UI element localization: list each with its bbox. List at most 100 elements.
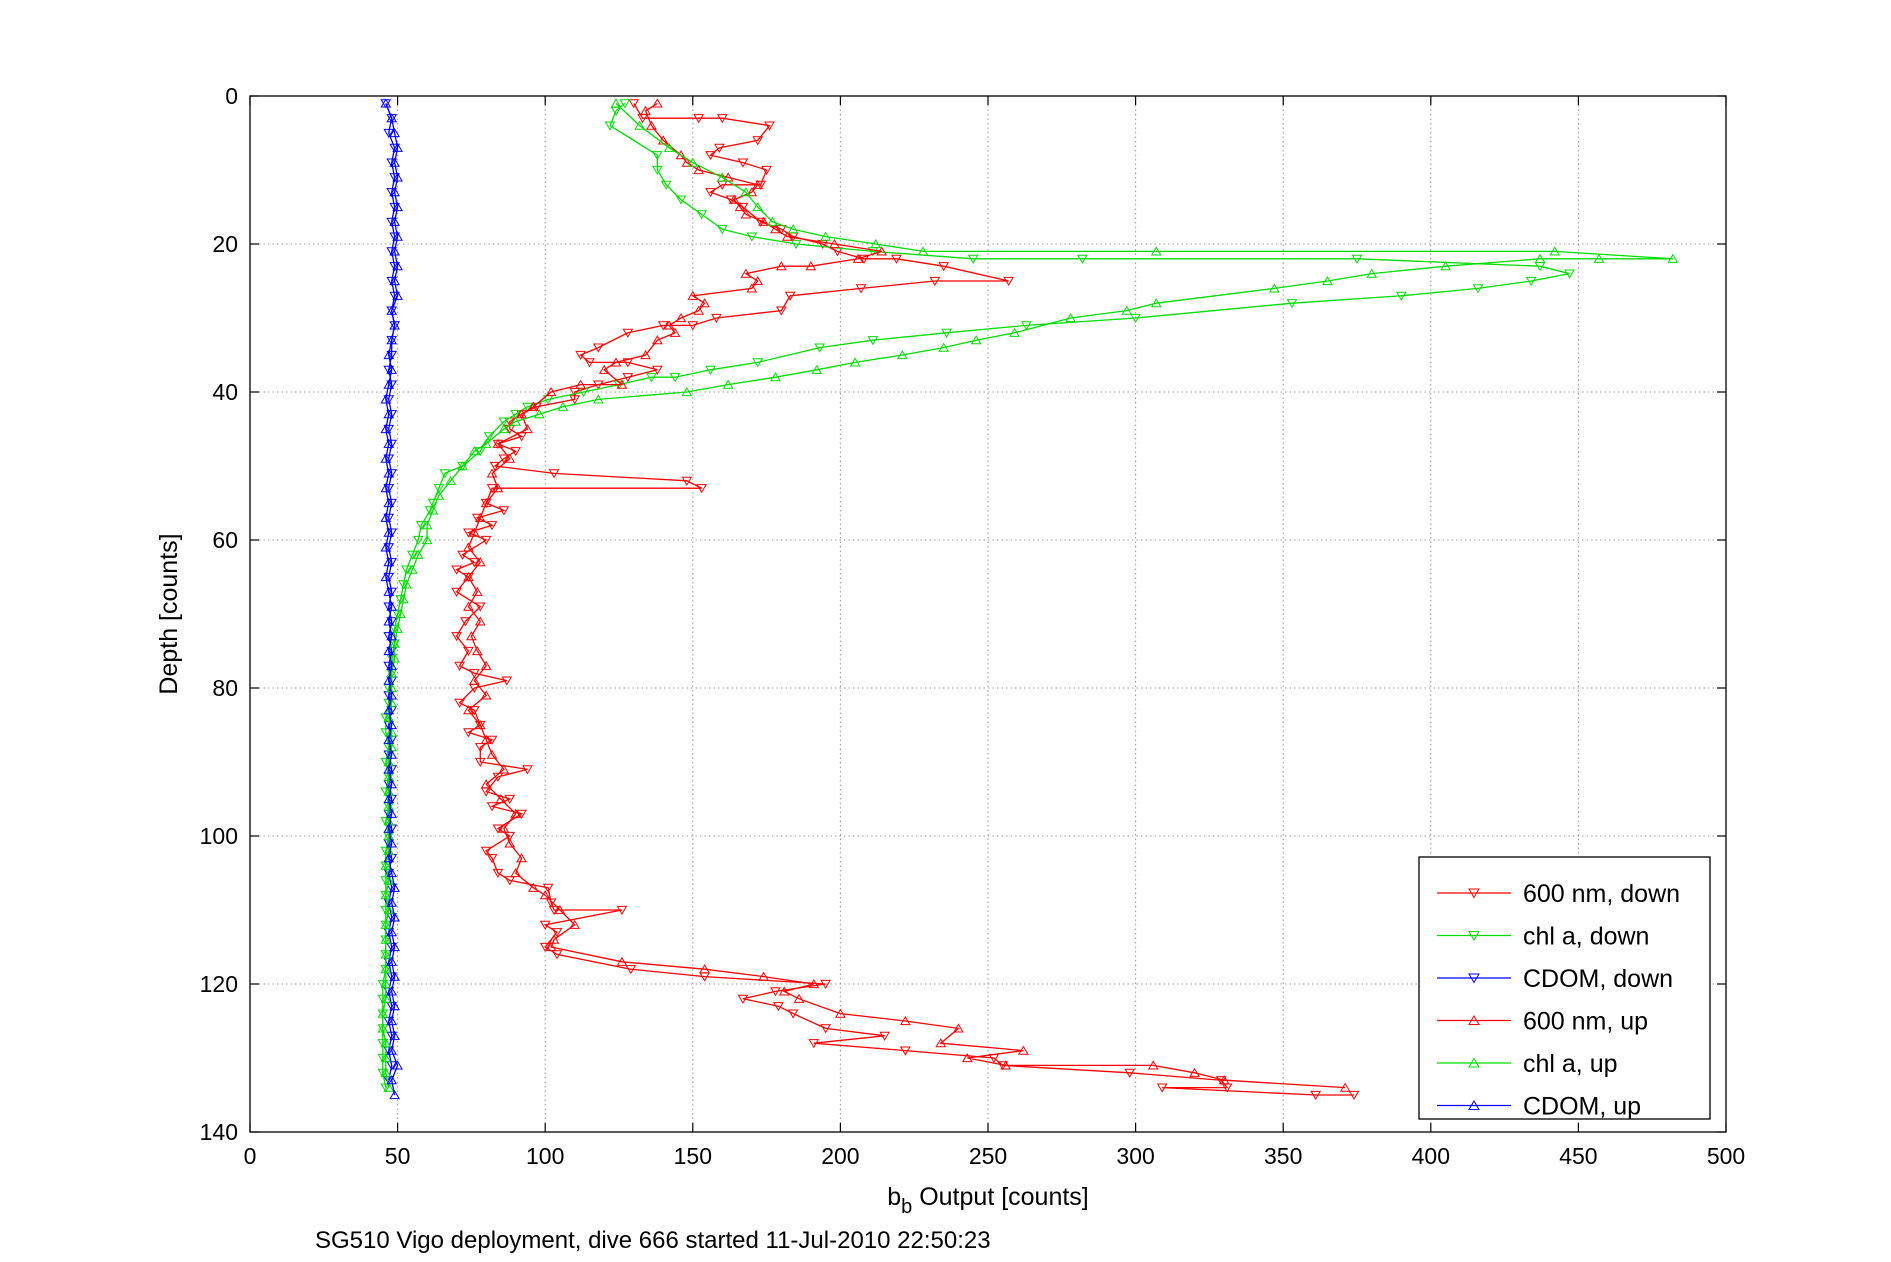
data-point-marker <box>835 1008 846 1018</box>
data-point-marker <box>554 904 566 915</box>
data-point-marker <box>752 358 764 368</box>
data-point-marker <box>386 601 398 611</box>
data-point-marker <box>575 379 586 389</box>
data-point-marker <box>427 505 439 515</box>
data-point-marker <box>628 99 640 109</box>
x-tick-label: 350 <box>1264 1143 1302 1169</box>
data-point-marker <box>386 350 398 361</box>
data-point-marker <box>386 1045 398 1055</box>
y-tick-label: 60 <box>212 527 238 553</box>
data-point-marker <box>820 231 832 241</box>
data-point-marker <box>468 669 480 679</box>
data-point-marker <box>380 978 392 989</box>
data-point-marker <box>389 246 401 256</box>
data-point-marker <box>386 719 398 730</box>
data-point-marker <box>498 454 510 464</box>
data-point-marker <box>849 357 861 367</box>
data-point-marker <box>1147 1060 1159 1070</box>
series-line <box>467 102 1346 1089</box>
data-point-marker <box>480 779 492 789</box>
data-point-marker <box>687 157 699 167</box>
data-point-marker <box>389 971 401 981</box>
data-point-marker <box>652 165 663 176</box>
data-point-marker <box>1268 283 1280 293</box>
data-point-marker <box>770 987 781 997</box>
data-point-marker <box>858 254 870 264</box>
data-point-marker <box>474 757 486 768</box>
data-point-marker <box>474 743 486 753</box>
data-point-marker <box>899 1015 911 1026</box>
data-point-marker <box>386 305 398 315</box>
data-point-marker <box>775 306 787 316</box>
data-point-marker <box>415 521 427 531</box>
data-point-marker <box>498 764 510 774</box>
data-point-marker <box>1286 299 1298 309</box>
data-point-marker <box>522 423 533 434</box>
data-point-marker <box>383 497 395 508</box>
legend: 600 nm, down chl a, down CDOM, down 600 nm,… <box>1418 856 1711 1121</box>
x-tick-label: 50 <box>385 1143 411 1169</box>
data-point-marker <box>681 386 693 397</box>
data-point-marker <box>380 571 392 582</box>
data-point-marker <box>867 336 879 346</box>
data-point-marker <box>398 580 409 590</box>
x-axis-label-subscript: b <box>901 1196 912 1218</box>
data-point-marker <box>640 349 651 360</box>
data-point-marker <box>575 350 586 361</box>
data-point-marker <box>616 905 628 916</box>
series-line <box>382 102 1570 1088</box>
data-point-marker <box>528 882 539 892</box>
data-point-marker <box>1322 275 1333 286</box>
data-point-marker <box>389 1001 401 1011</box>
y-tick-label: 120 <box>200 971 238 997</box>
y-tick-label: 20 <box>212 231 238 257</box>
data-point-marker <box>663 142 675 152</box>
data-point-marker <box>383 801 395 811</box>
data-point-marker <box>386 1075 398 1085</box>
data-point-marker <box>451 632 463 642</box>
data-point-marker <box>557 401 569 411</box>
data-point-marker <box>383 616 395 626</box>
data-point-marker <box>693 164 705 175</box>
data-point-marker <box>386 247 398 257</box>
data-point-marker <box>386 690 398 700</box>
data-point-marker <box>510 808 522 818</box>
data-point-marker <box>383 1016 395 1027</box>
data-point-marker <box>386 335 398 345</box>
data-point-marker <box>1549 246 1561 256</box>
data-point-marker <box>1339 1082 1351 1092</box>
data-point-marker <box>386 727 398 737</box>
data-point-marker <box>380 512 392 522</box>
data-point-marker <box>386 749 398 759</box>
data-point-marker <box>1130 313 1141 324</box>
data-point-marker <box>486 749 498 759</box>
data-point-marker <box>657 321 669 331</box>
data-point-marker <box>383 830 395 841</box>
data-point-marker <box>616 379 628 389</box>
data-point-marker <box>569 387 581 398</box>
data-point-marker <box>377 1068 389 1078</box>
data-point-marker <box>675 195 687 205</box>
data-point-marker <box>463 601 474 611</box>
series-line <box>455 103 1354 1096</box>
data-point-marker <box>752 136 764 146</box>
data-point-marker <box>380 860 392 870</box>
data-point-marker <box>383 527 395 537</box>
data-point-marker <box>510 416 522 426</box>
data-point-marker <box>380 394 392 404</box>
data-point-marker <box>1121 305 1133 315</box>
data-point-marker <box>548 469 560 479</box>
y-tick-label: 80 <box>212 675 238 701</box>
legend-swatch-marker <box>1468 973 1480 984</box>
data-point-marker <box>383 438 395 448</box>
data-point-marker <box>687 321 699 331</box>
x-tick-label: 250 <box>969 1143 1007 1169</box>
data-point-marker <box>1156 1083 1168 1093</box>
data-point-marker <box>380 98 392 108</box>
data-point-marker <box>486 484 498 494</box>
data-point-marker <box>770 224 781 234</box>
data-point-marker <box>1310 1090 1322 1101</box>
data-point-marker <box>787 1009 799 1019</box>
data-point-marker <box>504 794 516 805</box>
